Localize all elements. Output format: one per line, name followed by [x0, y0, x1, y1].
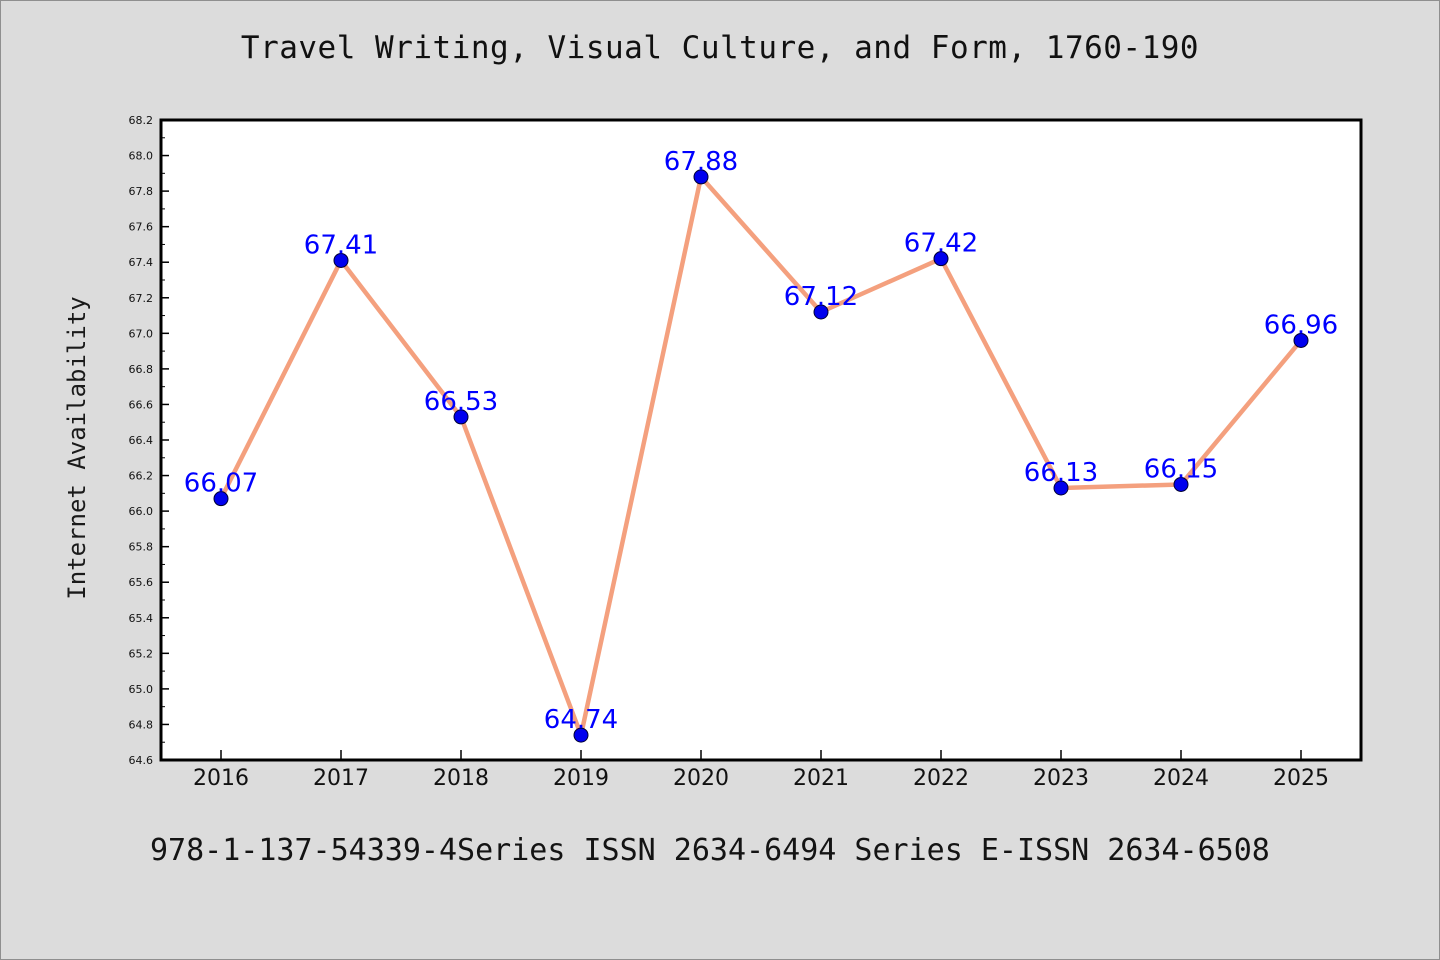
- data-labels-group: 66.07 67.41 66.53 64.74 67.88 67.12 67.42 66.13…: [184, 147, 1338, 735]
- y-tick-label: 67.4: [129, 256, 154, 269]
- y-axis-ticks: 64.6 64.8 65.0 65.2 65.4 65.6 65.8 66.0 66.2 66.4…: [129, 114, 169, 767]
- data-label: 64.74: [544, 705, 618, 735]
- data-label: 66.96: [1264, 310, 1338, 340]
- data-point-marker: [573, 727, 589, 743]
- data-point-marker: [693, 169, 709, 185]
- y-tick-label: 65.8: [129, 541, 154, 554]
- y-tick-label: 67.2: [129, 292, 154, 305]
- data-label: 67.42: [904, 229, 978, 259]
- y-tick-label: 66.6: [129, 398, 154, 411]
- x-tick-label: 2025: [1273, 766, 1329, 791]
- y-tick-label: 65.4: [129, 612, 154, 625]
- data-label: 67.12: [784, 282, 858, 312]
- chart-title: Travel Writing, Visual Culture, and Form…: [240, 30, 1200, 66]
- y-tick-label: 65.2: [129, 647, 154, 660]
- y-tick-label: 67.0: [129, 327, 154, 340]
- data-point-marker: [453, 409, 469, 425]
- x-tick-label: 2023: [1033, 766, 1089, 791]
- data-point-marker: [813, 304, 829, 320]
- y-tick-label: 67.6: [129, 221, 154, 234]
- y-tick-label: 66.0: [129, 505, 154, 518]
- data-point-marker: [1293, 332, 1309, 348]
- data-point-marker: [1173, 476, 1189, 492]
- series-line-group: [218, 174, 1304, 738]
- x-tick-label: 2021: [793, 766, 849, 791]
- data-label: 66.13: [1024, 458, 1098, 488]
- data-label: 67.88: [664, 147, 738, 177]
- y-tick-label: 68.0: [129, 150, 154, 163]
- y-tick-label: 67.8: [129, 185, 154, 198]
- footer-isbn-text: 978-1-137-54339-4Series ISSN 2634-6494 S…: [150, 833, 1270, 868]
- data-point-marker: [333, 252, 349, 268]
- data-point-marker: [933, 251, 949, 267]
- y-tick-label: 65.6: [129, 576, 154, 589]
- plot-area: [159, 118, 1363, 762]
- y-tick-label: 66.8: [129, 363, 154, 376]
- y-tick-label: 66.2: [129, 470, 154, 483]
- x-tick-label: 2019: [553, 766, 609, 791]
- y-tick-label: 64.6: [129, 754, 154, 767]
- y-tick-label: 64.8: [129, 718, 154, 731]
- x-tick-label: 2016: [193, 766, 249, 791]
- series-line: [218, 174, 1304, 738]
- x-tick-label: 2020: [673, 766, 729, 791]
- data-label: 66.15: [1144, 454, 1218, 484]
- x-tick-label: 2024: [1153, 766, 1209, 791]
- x-tick-label: 2022: [913, 766, 969, 791]
- data-label: 66.53: [424, 387, 498, 417]
- series-markers-group: [213, 169, 1309, 743]
- data-point-marker: [1053, 480, 1069, 496]
- x-axis-ticks: 2016 2017 2018 2019 2020 2021 2022 2023 2024 2025: [193, 750, 1329, 791]
- data-label: 67.41: [304, 230, 378, 260]
- y-tick-label: 68.2: [129, 114, 154, 127]
- data-point-marker: [213, 491, 229, 507]
- x-tick-label: 2017: [313, 766, 369, 791]
- y-tick-label: 66.4: [129, 434, 154, 447]
- x-tick-label: 2018: [433, 766, 489, 791]
- y-tick-label: 65.0: [129, 683, 154, 696]
- data-label: 66.07: [184, 469, 258, 499]
